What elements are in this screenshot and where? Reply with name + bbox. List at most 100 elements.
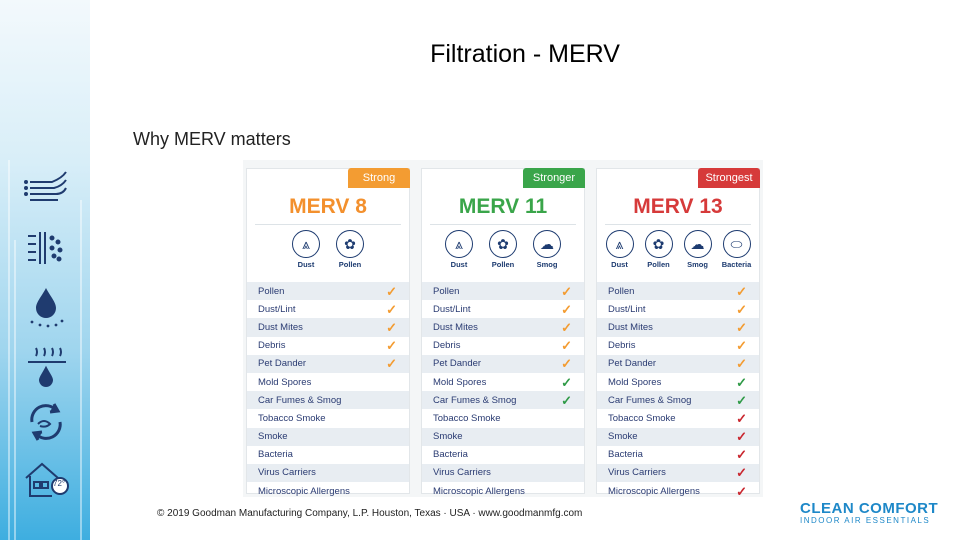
table-row: Microscopic Allergens ✓	[597, 482, 759, 500]
contaminant-label: Tobacco Smoke	[608, 412, 676, 424]
dust-icon: ⩓	[292, 230, 320, 258]
checkmark-icon: ✓	[561, 338, 572, 354]
contaminant-label: Pollen	[258, 285, 285, 297]
table-row: Pet Dander ✓	[422, 354, 584, 373]
table-row: Pet Dander ✓	[247, 354, 409, 373]
table-row: Bacteria ✓	[597, 446, 759, 464]
contaminant-label: Virus Carriers	[433, 467, 491, 479]
particle-label: Dust	[297, 260, 315, 269]
contaminant-label: Pollen	[608, 285, 635, 297]
checkmark-icon: ✓	[736, 283, 747, 299]
contaminant-label: Tobacco Smoke	[258, 412, 326, 424]
particle-label: Pollen	[491, 260, 515, 269]
table-row: Microscopic Allergens	[422, 482, 584, 500]
checkmark-icon: ✓	[736, 356, 747, 372]
slide-subtitle: Why MERV matters	[133, 129, 291, 149]
contaminant-label: Microscopic Allergens	[258, 485, 350, 497]
checkmark-icon: ✓	[736, 410, 747, 426]
table-row: Virus Carriers	[422, 463, 584, 483]
copyright-footer: © 2019 Goodman Manufacturing Company, L.…	[157, 508, 583, 519]
particle-label: Smog	[536, 260, 558, 269]
smog-icon: ☁	[533, 230, 561, 258]
particle-label: Dust	[611, 260, 628, 269]
clean-comfort-logo: CLEAN COMFORT INDOOR AIR ESSENTIALS	[800, 500, 940, 525]
table-row: Pollen ✓	[597, 282, 759, 301]
checkmark-icon: ✓	[736, 465, 747, 481]
particle-smog: ☁ Smog	[528, 230, 566, 274]
particle-dust: ⩓ Dust	[440, 230, 478, 274]
table-row: Car Fumes & Smog ✓	[422, 391, 584, 410]
merv-column-2: Strongest MERV 13 ⩓ Dust ✿ Pollen ☁ Smog ⬭ Bacter…	[596, 168, 760, 498]
contaminant-label: Pollen	[433, 285, 460, 297]
dust-icon: ⩓	[605, 230, 634, 258]
table-row: Smoke	[247, 427, 409, 446]
checkmark-icon: ✓	[561, 374, 572, 390]
contaminant-label: Car Fumes & Smog	[433, 394, 517, 406]
thermostat-label: 72°	[53, 479, 66, 488]
merv-rating-title: MERV 8	[289, 195, 367, 218]
contaminant-label: Dust Mites	[258, 321, 303, 333]
contaminant-list: Pollen ✓ Dust/Lint ✓ Dust Mites ✓ Debris ✓ Pet D…	[597, 282, 759, 500]
table-row: Dust/Lint ✓	[597, 300, 759, 318]
checkmark-icon: ✓	[561, 319, 572, 335]
house-thermostat-icon: 72°	[22, 458, 70, 502]
table-row: Mold Spores	[247, 373, 409, 391]
contaminant-label: Dust/Lint	[608, 303, 646, 315]
checkmark-icon: ✓	[736, 374, 747, 390]
particle-icons: ⩓ Dust ✿ Pollen	[253, 230, 403, 274]
bacteria-icon: ⬭	[722, 230, 751, 258]
table-row: Pet Dander ✓	[597, 354, 759, 373]
strength-tab: Stronger	[523, 168, 585, 188]
checkmark-icon: ✓	[561, 283, 572, 299]
table-row: Debris ✓	[247, 337, 409, 355]
checkmark-icon: ✓	[386, 283, 397, 299]
table-row: Debris ✓	[422, 337, 584, 355]
particle-pollen: ✿ Pollen	[331, 230, 369, 274]
contaminant-label: Dust Mites	[608, 321, 653, 333]
table-row: Pollen ✓	[422, 282, 584, 301]
table-row: Bacteria	[247, 446, 409, 464]
table-row: Dust Mites ✓	[597, 318, 759, 337]
table-row: Smoke	[422, 427, 584, 446]
particle-pollen: ✿ Pollen	[642, 230, 675, 274]
contaminant-list: Pollen ✓ Dust/Lint ✓ Dust Mites ✓ Debris ✓ Pet D…	[422, 282, 584, 500]
contaminant-label: Pet Dander	[608, 358, 657, 370]
checkmark-icon: ✓	[386, 301, 397, 317]
contaminant-label: Debris	[258, 340, 286, 352]
checkmark-icon: ✓	[561, 301, 572, 317]
contaminant-label: Bacteria	[258, 449, 293, 461]
table-row: Dust Mites ✓	[247, 318, 409, 337]
contaminant-label: Debris	[433, 340, 461, 352]
particle-label: Smog	[687, 260, 708, 269]
checkmark-icon: ✓	[736, 338, 747, 354]
checkmark-icon: ✓	[736, 447, 747, 463]
logo-line-2: INDOOR AIR ESSENTIALS	[800, 516, 931, 525]
contaminant-label: Mold Spores	[258, 376, 312, 388]
contaminant-label: Bacteria	[608, 449, 643, 461]
particle-dust: ⩓ Dust	[287, 230, 325, 274]
particle-label: Bacteria	[721, 260, 752, 269]
contaminant-label: Virus Carriers	[608, 467, 666, 479]
contaminant-label: Car Fumes & Smog	[608, 394, 692, 406]
checkmark-icon: ✓	[736, 319, 747, 335]
checkmark-icon: ✓	[736, 483, 747, 499]
merv-rating-title: MERV 13	[633, 195, 723, 218]
airflow-icon	[22, 168, 70, 212]
particle-bacteria: ⬭ Bacteria	[720, 230, 753, 274]
slide-title: Filtration - MERV	[430, 40, 620, 68]
strength-tab: Strongest	[698, 168, 760, 188]
particle-label: Pollen	[338, 260, 362, 269]
particle-smog: ☁ Smog	[681, 230, 714, 274]
contaminant-label: Smoke	[608, 431, 638, 443]
merv-column-0: Strong MERV 8 ⩓ Dust ✿ Pollen Pollen ✓ Dust/Lint…	[246, 168, 410, 497]
contaminant-label: Smoke	[258, 431, 288, 443]
table-row: Pollen ✓	[247, 282, 409, 301]
table-row: Virus Carriers ✓	[597, 463, 759, 483]
contaminant-label: Pet Dander	[258, 358, 307, 370]
checkmark-icon: ✓	[736, 429, 747, 445]
merv-column-1: Stronger MERV 11 ⩓ Dust ✿ Pollen ☁ Smog Pollen ✓ D…	[421, 168, 585, 497]
checkmark-icon: ✓	[736, 392, 747, 408]
contaminant-label: Mold Spores	[608, 376, 662, 388]
table-row: Dust/Lint ✓	[422, 300, 584, 318]
divider	[605, 224, 751, 225]
